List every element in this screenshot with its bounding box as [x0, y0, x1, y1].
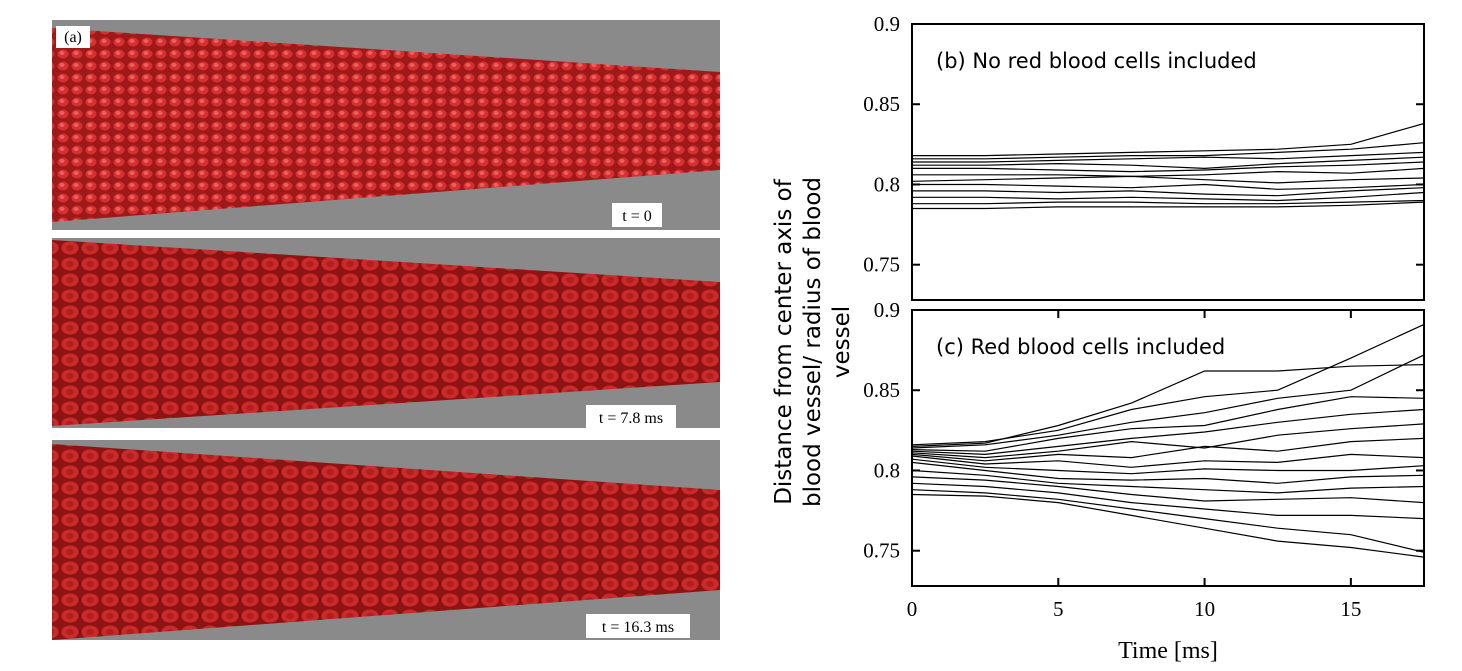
data-line: [911, 493, 1425, 558]
data-line: [911, 175, 1425, 184]
data-line: [912, 142, 1425, 160]
time-label: t = 0: [622, 208, 651, 225]
x-tick-label: 15: [1340, 597, 1361, 621]
data-line: [912, 167, 1425, 178]
label-box: [612, 203, 662, 227]
data-line: [911, 476, 1425, 504]
data-line: [911, 469, 1425, 494]
plot-frame: [911, 309, 1425, 587]
y-tick-label: 0.9: [874, 12, 900, 36]
data-line: [912, 201, 1425, 210]
data-line: [911, 423, 1425, 459]
data-line: [912, 122, 1425, 157]
y-tick-label: 0.85: [863, 378, 900, 402]
data-line: [911, 396, 1425, 452]
data-line: [911, 437, 1425, 462]
y-tick-label: 0.8: [874, 172, 900, 196]
data-line: [912, 183, 1425, 190]
x-tick-label: 5: [1053, 597, 1064, 621]
x-tick-label: 10: [1194, 597, 1215, 621]
y-tick-label: 0.8: [874, 458, 900, 482]
label-box: [586, 614, 690, 638]
y-tick-label: 0.85: [863, 92, 900, 116]
panel-label: (a): [64, 29, 82, 46]
label-box: [586, 405, 676, 429]
y-tick-label: 0.9: [874, 298, 900, 322]
y-tick-label: 0.75: [863, 253, 900, 277]
y-tick-label: 0.75: [863, 539, 900, 563]
data-line: [911, 489, 1425, 553]
plot-frame: [911, 23, 1425, 301]
data-line: [911, 482, 1425, 520]
data-line: [912, 156, 1425, 170]
label-box: [56, 26, 90, 48]
time-label: t = 7.8 ms: [599, 410, 663, 427]
data-line: [911, 461, 1425, 484]
data-line: [912, 187, 1425, 197]
vessel-image: [52, 240, 720, 426]
x-axis-label: Time [ms]: [1118, 638, 1218, 664]
y-axis-label: Distance from center axis of blood vesse…: [771, 177, 855, 507]
vessel-image: [52, 28, 720, 222]
data-line: [911, 354, 1425, 449]
data-line: [912, 199, 1425, 205]
data-line: [912, 151, 1425, 163]
data-line: [911, 458, 1425, 475]
panel-annotation: (b) No red blood cells included: [936, 49, 1257, 73]
vessel-image: [52, 444, 720, 640]
panel-a-images: (a) t = 0 t = 7.8 ms t = 16.3 ms: [52, 20, 720, 640]
data-line: [911, 364, 1425, 447]
data-line: [911, 453, 1425, 468]
data-line: [912, 191, 1425, 202]
panel-annotation: (c) Red blood cells included: [936, 335, 1225, 359]
data-line: [911, 408, 1425, 456]
time-label: t = 16.3 ms: [602, 619, 674, 636]
x-tick-label: 0: [907, 597, 918, 621]
data-line: [912, 161, 1425, 173]
